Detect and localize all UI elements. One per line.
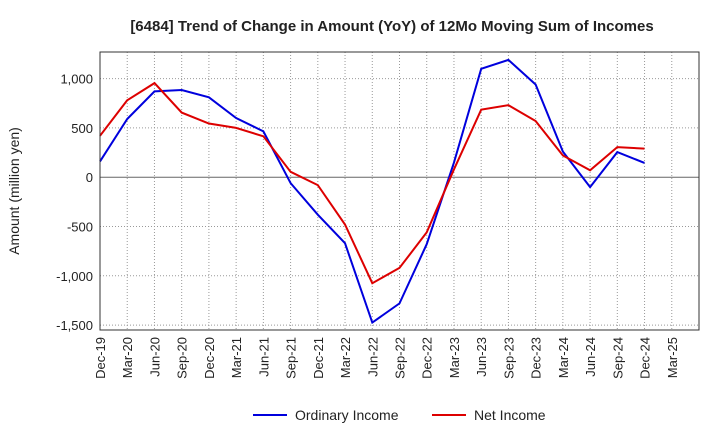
x-tick-label: Dec-21: [311, 337, 326, 379]
y-axis-label: Amount (million yen): [6, 127, 22, 255]
x-tick-label: Dec-24: [638, 337, 653, 379]
y-tick-label: -1,000: [56, 269, 93, 284]
x-tick-label: Sep-20: [175, 337, 190, 379]
y-tick-label: 500: [71, 121, 93, 136]
legend-label-net-income: Net Income: [474, 407, 546, 423]
x-tick-label: Dec-22: [420, 337, 435, 379]
x-tick-label: Sep-21: [284, 337, 299, 379]
series-line-ordinary-income: [99, 58, 645, 325]
x-tick-label: Mar-22: [338, 337, 353, 378]
x-tick-label: Mar-23: [447, 337, 462, 378]
x-tick-label: Sep-22: [393, 337, 408, 379]
x-tick-label: Dec-23: [529, 337, 544, 379]
plot-frame: [99, 51, 700, 331]
x-tick-label: Jun-22: [365, 337, 380, 377]
chart-title: [6484] Trend of Change in Amount (YoY) o…: [130, 18, 653, 35]
x-tick-label: Sep-24: [610, 337, 625, 379]
x-tick-label: Mar-20: [120, 337, 135, 378]
x-tick-label: Jun-20: [147, 337, 162, 377]
y-tick-label: 1,000: [60, 72, 93, 87]
series-line-net-income: [99, 81, 645, 285]
y-tick-label: -1,500: [56, 318, 93, 333]
x-tick-label: Jun-23: [474, 337, 489, 377]
series-layer: [99, 58, 645, 325]
x-tick-label: Mar-24: [556, 337, 571, 378]
legend: Ordinary Income Net Income: [253, 407, 546, 423]
x-tick-label: Mar-21: [229, 337, 244, 378]
x-tick-label: Dec-20: [202, 337, 217, 379]
legend-label-ordinary-income: Ordinary Income: [295, 407, 399, 423]
x-tick-label: Dec-19: [93, 337, 108, 379]
x-tick-label: Jun-24: [583, 337, 598, 377]
x-tick-label: Jun-21: [256, 337, 271, 377]
y-tick-label: -500: [67, 219, 93, 234]
x-tick-label: Sep-23: [501, 337, 516, 379]
x-tick-label: Mar-25: [665, 337, 680, 378]
y-tick-label: 0: [86, 170, 93, 185]
